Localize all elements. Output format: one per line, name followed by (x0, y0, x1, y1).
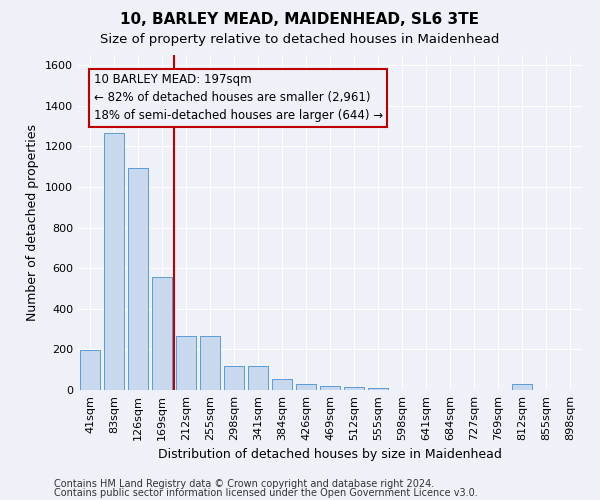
Bar (512, 384, 532, 390)
Y-axis label: Number of detached properties: Number of detached properties (26, 124, 40, 321)
Bar (152, 278, 172, 390)
Bar (248, 366, 268, 390)
Text: Contains HM Land Registry data © Crown copyright and database right 2024.: Contains HM Land Registry data © Crown c… (54, 479, 434, 489)
Bar (176, 336, 196, 390)
Bar (224, 366, 244, 390)
Text: Contains public sector information licensed under the Open Government Licence v3: Contains public sector information licen… (54, 488, 478, 498)
Bar (128, 168, 148, 390)
Bar (368, 388, 388, 390)
Text: 10 BARLEY MEAD: 197sqm
← 82% of detached houses are smaller (2,961)
18% of semi-: 10 BARLEY MEAD: 197sqm ← 82% of detached… (94, 74, 383, 122)
Bar (320, 386, 340, 390)
Text: 10, BARLEY MEAD, MAIDENHEAD, SL6 3TE: 10, BARLEY MEAD, MAIDENHEAD, SL6 3TE (121, 12, 479, 28)
Bar (200, 336, 220, 390)
Text: Size of property relative to detached houses in Maidenhead: Size of property relative to detached ho… (100, 32, 500, 46)
Bar (344, 387, 364, 390)
Bar (80, 350, 100, 390)
Bar (104, 133, 124, 390)
X-axis label: Distribution of detached houses by size in Maidenhead: Distribution of detached houses by size … (158, 448, 502, 462)
Bar (296, 384, 316, 390)
Bar (272, 379, 292, 390)
